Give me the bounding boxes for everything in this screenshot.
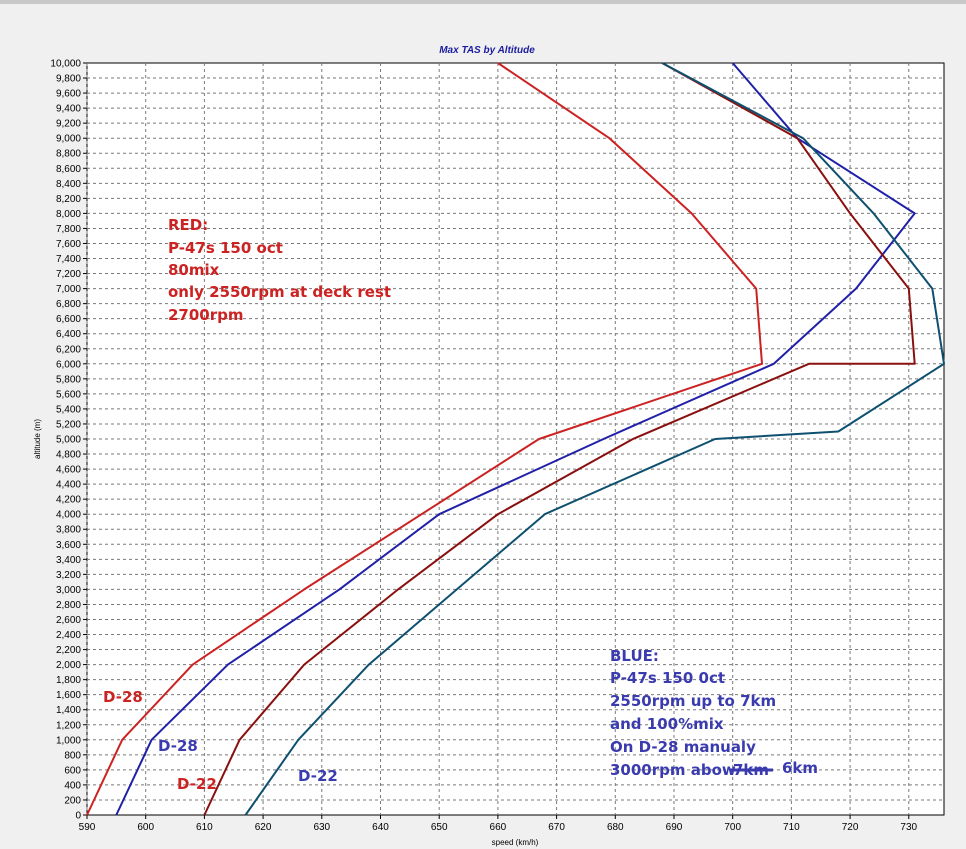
y-tick-label: 5,000 bbox=[56, 435, 81, 446]
y-tick-label: 8,000 bbox=[56, 209, 81, 220]
y-tick-label: 1,200 bbox=[56, 720, 81, 731]
y-tick-label: 5,200 bbox=[56, 419, 81, 430]
y-tick-label: 5,800 bbox=[56, 374, 81, 385]
x-tick-label: 640 bbox=[372, 822, 389, 833]
y-tick-label: 0 bbox=[75, 811, 81, 822]
blue-note-corrected-6km: 6km bbox=[782, 759, 818, 777]
y-tick-label: 7,000 bbox=[56, 284, 81, 295]
y-tick-label: 1,400 bbox=[56, 705, 81, 716]
x-tick-label: 610 bbox=[196, 822, 213, 833]
series-line-1 bbox=[86, 62, 763, 816]
blue-note-line-6: 3000rpm abow bbox=[610, 761, 736, 779]
x-tick-label: 590 bbox=[79, 822, 96, 833]
red-note-line-3: 80mix bbox=[168, 261, 220, 279]
y-tick-label: 7,800 bbox=[56, 224, 81, 235]
y-tick-label: 6,000 bbox=[56, 359, 81, 370]
red-d22-label: D-22 bbox=[177, 775, 217, 793]
window-top-border bbox=[0, 0, 966, 4]
blue-note-line-4: and 100%mix bbox=[610, 715, 724, 733]
y-tick-label: 9,800 bbox=[56, 74, 81, 85]
y-tick-label: 2,400 bbox=[56, 630, 81, 641]
y-tick-label: 3,000 bbox=[56, 585, 81, 596]
y-tick-label: 6,400 bbox=[56, 329, 81, 340]
y-tick-label: 400 bbox=[64, 780, 81, 791]
y-tick-label: 9,400 bbox=[56, 104, 81, 115]
blue-note-line-3: 2550rpm up to 7km bbox=[610, 692, 776, 710]
y-tick-label: 4,800 bbox=[56, 450, 81, 461]
y-tick-label: 4,000 bbox=[56, 510, 81, 521]
y-tick-label: 2,600 bbox=[56, 615, 81, 626]
blue-d28-label: D-28 bbox=[158, 737, 198, 755]
x-tick-label: 620 bbox=[255, 822, 272, 833]
y-tick-label: 5,600 bbox=[56, 389, 81, 400]
y-tick-label: 4,600 bbox=[56, 465, 81, 476]
y-tick-label: 4,400 bbox=[56, 480, 81, 491]
x-tick-label: 670 bbox=[548, 822, 565, 833]
y-tick-label: 1,600 bbox=[56, 690, 81, 701]
x-tick-label: 720 bbox=[842, 822, 859, 833]
y-tick-label: 8,600 bbox=[56, 164, 81, 175]
y-tick-label: 3,600 bbox=[56, 540, 81, 551]
y-tick-label: 4,200 bbox=[56, 495, 81, 506]
red-note-line-5: 2700rpm bbox=[168, 306, 244, 324]
x-tick-label: 660 bbox=[490, 822, 507, 833]
x-tick-label: 600 bbox=[137, 822, 154, 833]
series-line-4 bbox=[244, 62, 945, 816]
blue-note-line-2: P-47s 150 0ct bbox=[610, 669, 725, 687]
y-tick-label: 5,400 bbox=[56, 404, 81, 415]
y-tick-label: 2,800 bbox=[56, 600, 81, 611]
grid bbox=[83, 62, 944, 819]
x-tick-label: 700 bbox=[724, 822, 741, 833]
red-note-line-2: P-47s 150 oct bbox=[168, 239, 283, 257]
x-tick-label: 710 bbox=[783, 822, 800, 833]
y-tick-label: 200 bbox=[64, 795, 81, 806]
blue-note-line-5: On D-28 manualy bbox=[610, 738, 756, 756]
y-tick-label: 7,600 bbox=[56, 239, 81, 250]
blue-d22-label: D-22 bbox=[298, 767, 338, 785]
y-tick-label: 7,400 bbox=[56, 254, 81, 265]
blue-annotation: BLUE: P-47s 150 0ct 2550rpm up to 7km an… bbox=[610, 647, 818, 779]
y-tick-label: 8,800 bbox=[56, 149, 81, 160]
y-tick-label: 6,800 bbox=[56, 299, 81, 310]
y-tick-label: 3,800 bbox=[56, 525, 81, 536]
y-tick-label: 8,200 bbox=[56, 194, 81, 205]
x-tick-label: 680 bbox=[607, 822, 624, 833]
y-tick-label: 9,200 bbox=[56, 119, 81, 130]
blue-note-line-1: BLUE: bbox=[610, 647, 659, 665]
series-line-3 bbox=[203, 62, 916, 816]
red-note-line-4: only 2550rpm at deck rest bbox=[168, 283, 391, 301]
y-tick-label: 1,800 bbox=[56, 675, 81, 686]
y-tick-label: 9,600 bbox=[56, 89, 81, 100]
y-tick-label: 6,200 bbox=[56, 344, 81, 355]
y-axis-title: altitude (m) bbox=[33, 419, 42, 459]
x-tick-label: 690 bbox=[666, 822, 683, 833]
y-tick-label: 3,200 bbox=[56, 570, 81, 581]
x-axis-title: speed (km/h) bbox=[492, 838, 539, 847]
y-tick-label: 600 bbox=[64, 765, 81, 776]
red-d28-label: D-28 bbox=[103, 688, 143, 706]
y-tick-label: 1,000 bbox=[56, 735, 81, 746]
tick-labels: 590 600 610 620 630 640 650 660 670 680 690 700 710 7… bbox=[50, 59, 917, 834]
red-annotation: RED: P-47s 150 oct 80mix only 2550rpm at… bbox=[168, 216, 391, 324]
y-tick-label: 8,400 bbox=[56, 179, 81, 190]
y-tick-label: 9,000 bbox=[56, 134, 81, 145]
y-tick-label: 2,000 bbox=[56, 660, 81, 671]
x-tick-label: 630 bbox=[313, 822, 330, 833]
x-tick-label: 650 bbox=[431, 822, 448, 833]
series-lines bbox=[86, 62, 945, 816]
chart-title: Max TAS by Altitude bbox=[439, 45, 535, 56]
y-tick-label: 800 bbox=[64, 750, 81, 761]
series-line-2 bbox=[115, 62, 916, 816]
y-tick-label: 10,000 bbox=[50, 59, 81, 70]
y-tick-label: 2,200 bbox=[56, 645, 81, 656]
x-tick-label: 730 bbox=[900, 822, 917, 833]
y-tick-label: 7,200 bbox=[56, 269, 81, 280]
y-tick-label: 3,400 bbox=[56, 555, 81, 566]
red-note-line-1: RED: bbox=[168, 216, 208, 234]
y-tick-label: 6,600 bbox=[56, 314, 81, 325]
